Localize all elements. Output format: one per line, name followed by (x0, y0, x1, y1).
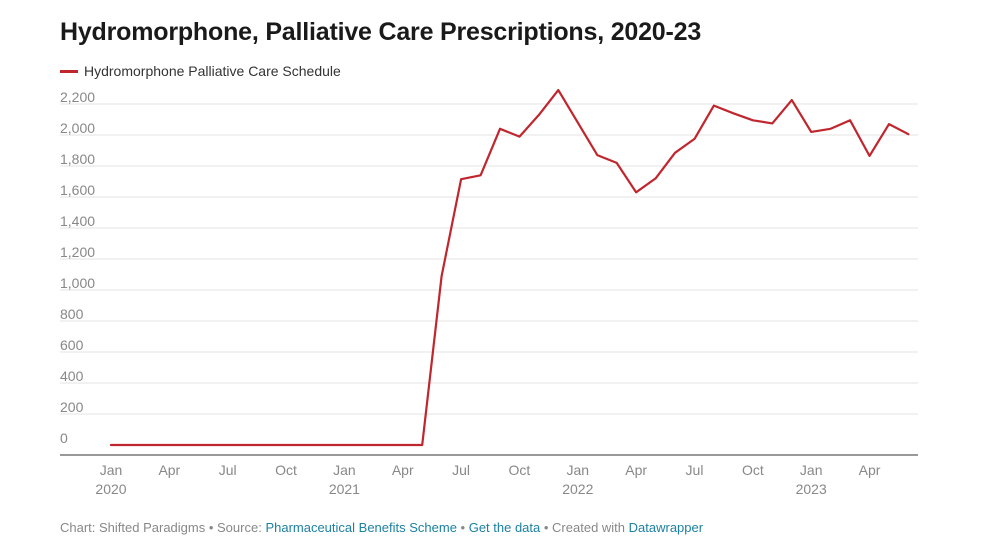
x-tick-label: Oct (742, 462, 764, 478)
footer-chart-by: Chart: Shifted Paradigms (60, 520, 206, 535)
x-tick-label: Jan (333, 462, 356, 478)
x-tick-label: Jan (100, 462, 123, 478)
y-tick-label: 2,200 (60, 89, 95, 105)
series-line (109, 88, 910, 447)
y-tick-label: 2,000 (60, 120, 95, 136)
footer-separator: • (456, 520, 469, 535)
footer-source-prefix: Source: (217, 520, 266, 535)
x-tick-label: Oct (509, 462, 531, 478)
y-tick-label: 800 (60, 306, 84, 322)
legend-label: Hydromorphone Palliative Care Schedule (84, 63, 341, 79)
y-tick-label: 0 (60, 430, 68, 446)
line-chart: 0 200 400 600 800 1,000 1,200 1,400 1,600 1,800 2,… (60, 88, 918, 497)
x-tick-label: Apr (859, 462, 881, 478)
x-tick-year-label: 2020 (95, 481, 126, 497)
footer-created-prefix: Created with (552, 520, 629, 535)
y-tick-label: 400 (60, 368, 84, 384)
y-tick-label: 200 (60, 399, 84, 415)
x-tick-year-label: 2023 (796, 481, 827, 497)
x-tick-label: Jan (800, 462, 823, 478)
x-tick-label: Apr (158, 462, 180, 478)
y-tick-label: 1,000 (60, 275, 95, 291)
x-tick-label: Apr (392, 462, 414, 478)
x-tick-label: Jul (452, 462, 470, 478)
x-tick-label: Jul (686, 462, 704, 478)
x-tick-label: Jul (219, 462, 237, 478)
y-tick-label: 1,400 (60, 213, 95, 229)
legend-swatch (60, 69, 78, 73)
y-tick-label: 1,600 (60, 182, 95, 198)
footer: Chart: Shifted Paradigms • Source: Pharm… (60, 520, 703, 535)
x-tick-year-label: 2022 (562, 481, 593, 497)
x-tick-label: Apr (625, 462, 647, 478)
footer-separator: • (205, 520, 218, 535)
get-data-link[interactable]: Get the data (468, 520, 541, 535)
footer-separator: • (540, 520, 553, 535)
y-tick-label: 600 (60, 337, 84, 353)
x-tick-label: Jan (567, 462, 590, 478)
x-tick-year-label: 2021 (329, 481, 360, 497)
y-tick-label: 1,200 (60, 244, 95, 260)
datawrapper-link[interactable]: Datawrapper (628, 520, 704, 535)
source-link[interactable]: Pharmaceutical Benefits Scheme (265, 520, 457, 535)
y-tick-label: 1,800 (60, 151, 95, 167)
legend: Hydromorphone Palliative Care Schedule (60, 63, 341, 79)
chart-title: Hydromorphone, Palliative Care Prescript… (60, 18, 702, 46)
x-tick-label: Oct (275, 462, 297, 478)
